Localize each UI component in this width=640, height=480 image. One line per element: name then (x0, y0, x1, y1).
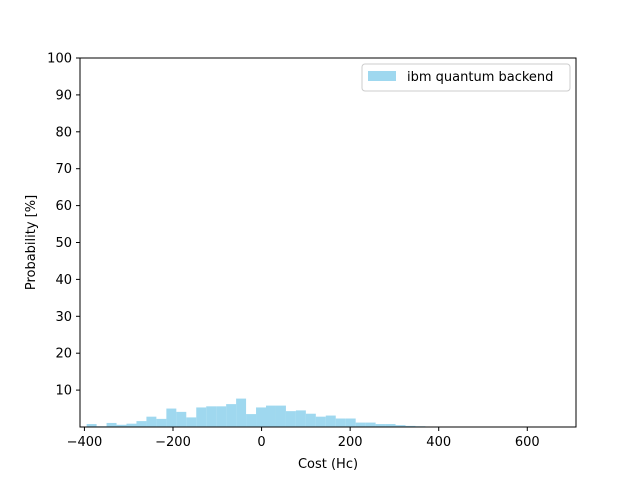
histogram-bar (295, 410, 306, 427)
histogram-bar (136, 421, 147, 427)
histogram-bar (285, 411, 296, 427)
y-ticks-group: 10 20 30 40 50 60 70 80 90 100 (47, 52, 80, 399)
x-tick-label: 200 (338, 435, 363, 450)
histogram-bar (146, 416, 157, 427)
histogram-bar (266, 405, 276, 427)
y-tick-label: 80 (55, 125, 72, 140)
x-tick-label: 0 (257, 435, 265, 450)
histogram-bar (126, 423, 137, 427)
y-axis-label: Probability [%] (24, 195, 39, 290)
histogram-bar (156, 418, 167, 427)
histogram-bar (256, 407, 266, 427)
histogram-bar (216, 406, 227, 427)
y-tick-label: 100 (47, 52, 72, 67)
histogram-bar (86, 424, 97, 427)
histogram-bar (166, 408, 177, 427)
x-axis-label: Cost (Hc) (298, 457, 358, 472)
histogram-bar (236, 398, 247, 427)
plot-area (80, 58, 576, 427)
y-tick-label: 40 (55, 273, 72, 288)
histogram-bar (325, 415, 336, 427)
histogram-bar (365, 422, 376, 427)
x-tick-label: −400 (67, 435, 103, 450)
legend: ibm quantum backend (361, 63, 571, 92)
x-tick-label: 400 (426, 435, 451, 450)
histogram-bar (106, 422, 117, 427)
histogram-bar (176, 411, 187, 427)
histogram-bar (345, 418, 356, 427)
histogram-bar (275, 405, 286, 427)
histogram-bar (405, 425, 416, 427)
x-tick-label: 600 (515, 435, 540, 450)
y-tick-label: 20 (55, 347, 72, 362)
legend-box (361, 63, 571, 92)
x-ticks-group: −400 −200 0 200 400 600 (67, 427, 540, 450)
histogram-bar (206, 406, 217, 427)
histogram-bar (385, 424, 396, 427)
y-tick-label: 50 (55, 236, 72, 251)
legend-label: ibm quantum backend (407, 70, 553, 85)
y-tick-label: 90 (55, 88, 72, 103)
histogram-bar (335, 418, 346, 427)
y-tick-label: 10 (55, 384, 72, 399)
histogram-bar (226, 404, 237, 427)
y-tick-label: 70 (55, 162, 72, 177)
y-tick-label: 30 (55, 310, 72, 325)
plot-frame (79, 57, 577, 428)
histogram-bar (196, 407, 207, 427)
histogram-bar (375, 424, 386, 427)
histogram-bar (305, 413, 316, 427)
bars-group (86, 398, 426, 427)
histogram-bar (246, 414, 257, 427)
histogram-bar (315, 416, 326, 427)
histogram-bar (116, 424, 127, 427)
legend-swatch (368, 71, 396, 81)
y-tick-label: 60 (55, 199, 72, 214)
x-tick-label: −200 (155, 435, 191, 450)
histogram-bar (186, 417, 197, 427)
histogram-bar (395, 425, 406, 427)
histogram-bar (355, 422, 366, 427)
